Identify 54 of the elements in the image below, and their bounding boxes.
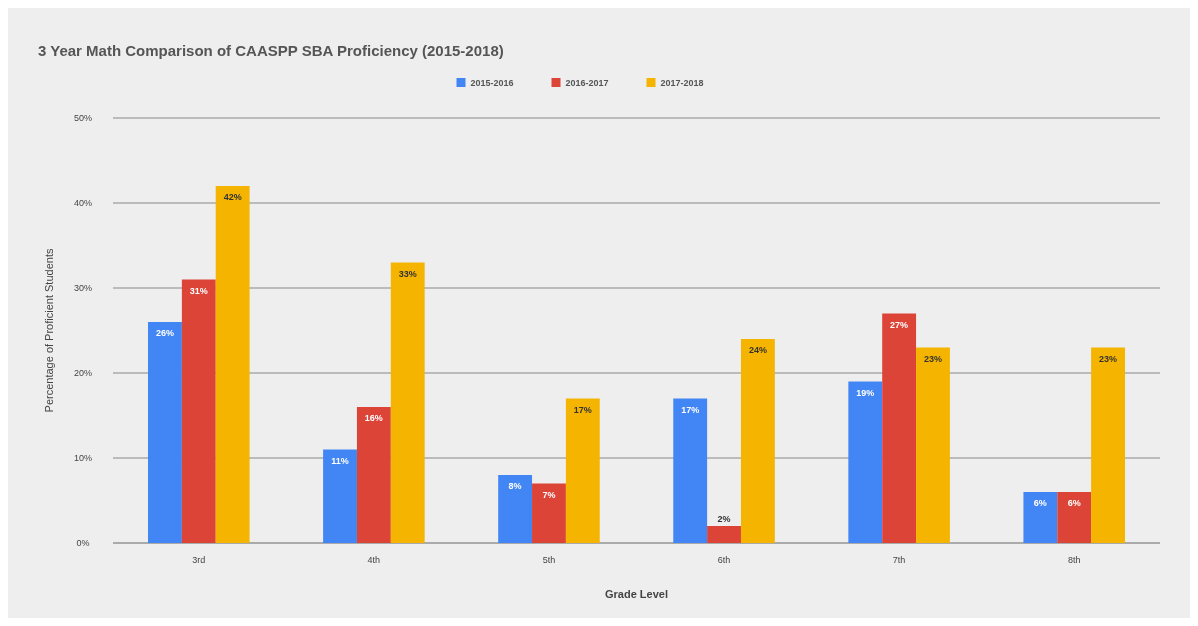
data-label: 19% (856, 387, 875, 398)
y-tick-label: 50% (73, 113, 93, 123)
data-label: 17% (681, 404, 700, 415)
data-label: 7% (542, 489, 556, 500)
x-tick-label: 7th (892, 555, 906, 565)
data-label: 17% (573, 404, 592, 415)
data-label: 26% (155, 328, 174, 338)
y-tick-label: 30% (73, 283, 93, 293)
bar (323, 449, 357, 543)
bar (356, 407, 391, 543)
bar (882, 313, 917, 543)
data-label: 6% (1067, 498, 1081, 508)
x-tick-label: 8th (1067, 555, 1081, 565)
bar (565, 398, 600, 543)
data-label: 8% (508, 481, 522, 491)
bar (1091, 347, 1125, 543)
data-label: 24% (748, 345, 767, 355)
bar (390, 262, 425, 543)
data-label: 33% (398, 268, 417, 279)
data-label: 11% (331, 455, 349, 466)
bar (707, 526, 741, 543)
bar (1023, 492, 1058, 543)
x-tick-label: 4th (367, 555, 381, 565)
bar (916, 347, 950, 543)
chart-title: 3 Year Math Comparison of CAASPP SBA Proficiency (2015-2018) (38, 42, 504, 59)
data-label: 6% (1033, 498, 1047, 508)
data-label: 2% (717, 514, 731, 524)
y-tick-label: 40% (73, 198, 93, 208)
x-tick-label: 6th (717, 555, 731, 565)
bar (1057, 492, 1092, 543)
bar (673, 398, 708, 543)
bar (181, 279, 216, 543)
x-tick-label: 3rd (192, 555, 206, 565)
x-tick-label: 5th (542, 555, 556, 565)
data-label: 16% (364, 413, 383, 423)
y-tick-label: 20% (73, 368, 93, 378)
bar (740, 339, 775, 543)
legend-label: 2015-2016 (470, 78, 514, 88)
bar (215, 186, 250, 543)
data-label: 31% (189, 285, 208, 296)
y-axis-title: Percentage of Proficient Students (43, 248, 55, 413)
y-tick-label: 0% (76, 538, 90, 548)
legend-label: 2017-2018 (660, 78, 704, 88)
x-axis-title: Grade Level (605, 588, 668, 600)
data-label: 23% (1099, 353, 1118, 364)
bar (148, 322, 182, 543)
data-label: 27% (890, 319, 909, 330)
data-label: 42% (223, 192, 242, 202)
legend-label: 2016-2017 (565, 78, 609, 88)
bar (532, 483, 566, 543)
data-label: 23% (923, 353, 942, 364)
y-tick-label: 10% (73, 453, 93, 463)
bar (498, 475, 533, 543)
bar (848, 381, 883, 543)
